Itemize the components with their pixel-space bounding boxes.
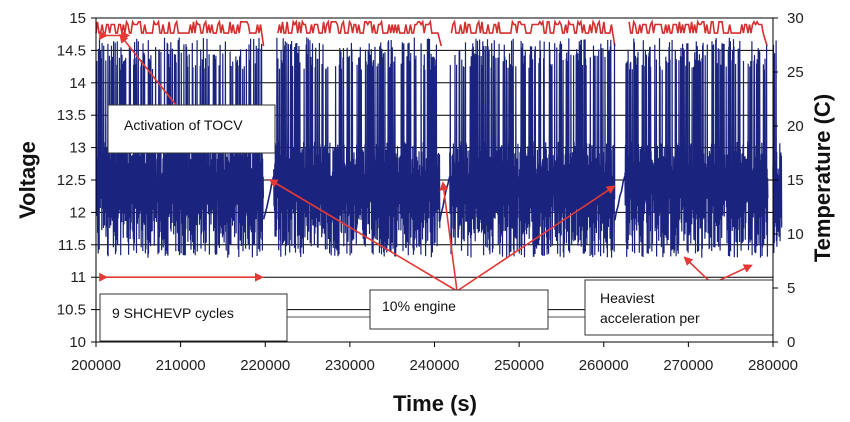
y2-tick-15: 15 <box>787 172 804 189</box>
temperature-line-4 <box>628 19 768 47</box>
x-tick-250000: 250000 <box>494 357 544 374</box>
y-tick-10.5: 10.5 <box>57 302 86 319</box>
y-tick-14.5: 14.5 <box>57 42 86 59</box>
annotations: Activation of TOCV 9 SHCHEVP cycles 10% en… <box>99 30 774 342</box>
y2-tick-5: 5 <box>787 280 795 297</box>
annotation-shchevp-cycles-box <box>99 293 288 342</box>
voltage-block-2 <box>273 37 441 258</box>
y-tick-11.5: 11.5 <box>58 237 86 254</box>
x-axis-title: Time (s) <box>393 391 477 416</box>
y2-tick-25: 25 <box>787 64 804 81</box>
engine-arrow-1 <box>268 178 458 292</box>
voltage-block-4 <box>624 37 769 258</box>
accel-arrow-1 <box>683 256 713 285</box>
x-tick-260000: 260000 <box>579 357 629 374</box>
temperature-line-2 <box>277 19 443 47</box>
x-tick-280000: 280000 <box>748 357 798 374</box>
annotation-heaviest-acceleration-text: Heaviest acceleration per <box>600 290 700 326</box>
x-tick-270000: 270000 <box>663 357 713 374</box>
y-tick-12.5: 12.5 <box>57 172 86 189</box>
x-tick-210000: 210000 <box>156 357 206 374</box>
y2-tick-0: 0 <box>787 334 795 351</box>
y-tick-14: 14 <box>69 75 86 92</box>
temperature-line-3 <box>450 19 616 47</box>
engine-arrow-3 <box>456 185 616 292</box>
temperature-line-1 <box>95 19 265 47</box>
tick-labels: 200000 210000 220000 230000 240000 250000 2600… <box>57 10 804 374</box>
temperature-series <box>95 19 768 47</box>
y-tick-13: 13 <box>69 140 86 157</box>
y2-tick-10: 10 <box>787 226 804 243</box>
tocv-pointer-arrow <box>119 33 180 110</box>
x-tick-230000: 230000 <box>325 357 375 374</box>
y-axis-title: Voltage <box>15 141 40 219</box>
y2-axis-title: Temperature (C) <box>810 94 835 262</box>
annotation-activation-tocv-text: Activation of TOCV <box>124 117 243 133</box>
y-tick-11: 11 <box>70 269 86 286</box>
annotation-heaviest-acceleration-box <box>584 279 774 336</box>
voltage-block-3 <box>449 38 616 258</box>
engine-arrow-2 <box>439 181 458 292</box>
y2-tick-20: 20 <box>787 118 804 135</box>
y-tick-15: 15 <box>69 10 86 27</box>
y-tick-13.5: 13.5 <box>57 107 86 124</box>
annotation-shchevp-cycles-text: 9 SHCHEVP cycles <box>112 305 234 321</box>
x-tick-200000: 200000 <box>71 357 121 374</box>
y-tick-10: 10 <box>69 334 86 351</box>
x-tick-240000: 240000 <box>409 357 459 374</box>
annotation-engine-text: 10% engine <box>382 298 456 314</box>
voltage-block-1 <box>96 37 264 258</box>
annotation-engine-box <box>369 289 549 330</box>
y-tick-12: 12 <box>69 204 86 221</box>
x-tick-220000: 220000 <box>240 357 290 374</box>
voltage-rest-3 <box>614 175 626 221</box>
annotation-activation-tocv-box <box>107 104 276 154</box>
y2-tick-30: 30 <box>787 10 804 27</box>
voltage-block-5 <box>772 40 783 254</box>
